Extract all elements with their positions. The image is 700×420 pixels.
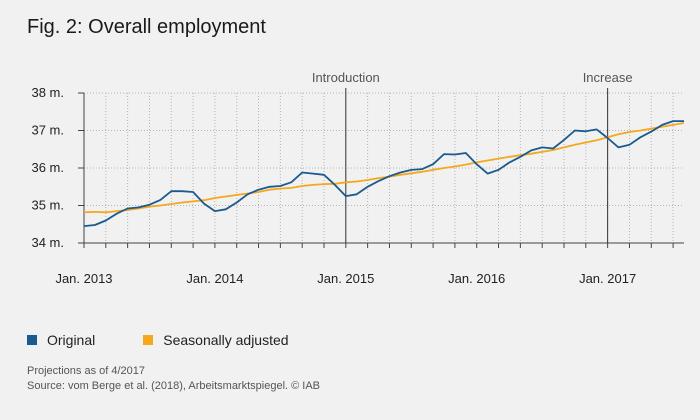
legend-swatch-original	[27, 335, 37, 345]
series-line-original	[83, 120, 684, 227]
x-tick-label: Jan. 2016	[448, 271, 505, 286]
y-tick-label: 35 m.	[31, 198, 64, 213]
legend-item-adjusted: Seasonally adjusted	[143, 332, 289, 348]
projection-note: Projections as of 4/2017	[27, 365, 146, 377]
legend-label-original: Original	[47, 332, 96, 348]
series-line-seasonally-adjusted	[83, 122, 685, 214]
chart-title: Fig. 2: Overall employment	[27, 16, 266, 38]
x-tick-label: Jan. 2015	[317, 271, 374, 286]
legend-label-adjusted: Seasonally adjusted	[163, 332, 289, 348]
x-tick-label: Jan. 2013	[55, 271, 112, 286]
x-tick-label: Jan. 2014	[186, 271, 243, 286]
source-note: Source: vom Berge et al. (2018), Arbeits…	[27, 380, 321, 392]
legend-swatch-adjusted	[143, 335, 154, 345]
y-tick-label: 34 m.	[31, 235, 64, 250]
x-tick-label: Jan. 2017	[579, 271, 636, 286]
annotation-label: Introduction	[312, 70, 380, 85]
annotation-label: Increase	[583, 70, 633, 85]
y-tick-label: 38 m.	[31, 85, 64, 100]
legend-item-original: Original	[27, 332, 95, 348]
y-tick-label: 37 m.	[31, 123, 64, 138]
source-notes: Projections as of 4/2017 Source: vom Ber…	[27, 364, 320, 394]
chart-legend: Original Seasonally adjusted	[27, 332, 289, 348]
y-tick-label: 36 m.	[31, 160, 64, 175]
